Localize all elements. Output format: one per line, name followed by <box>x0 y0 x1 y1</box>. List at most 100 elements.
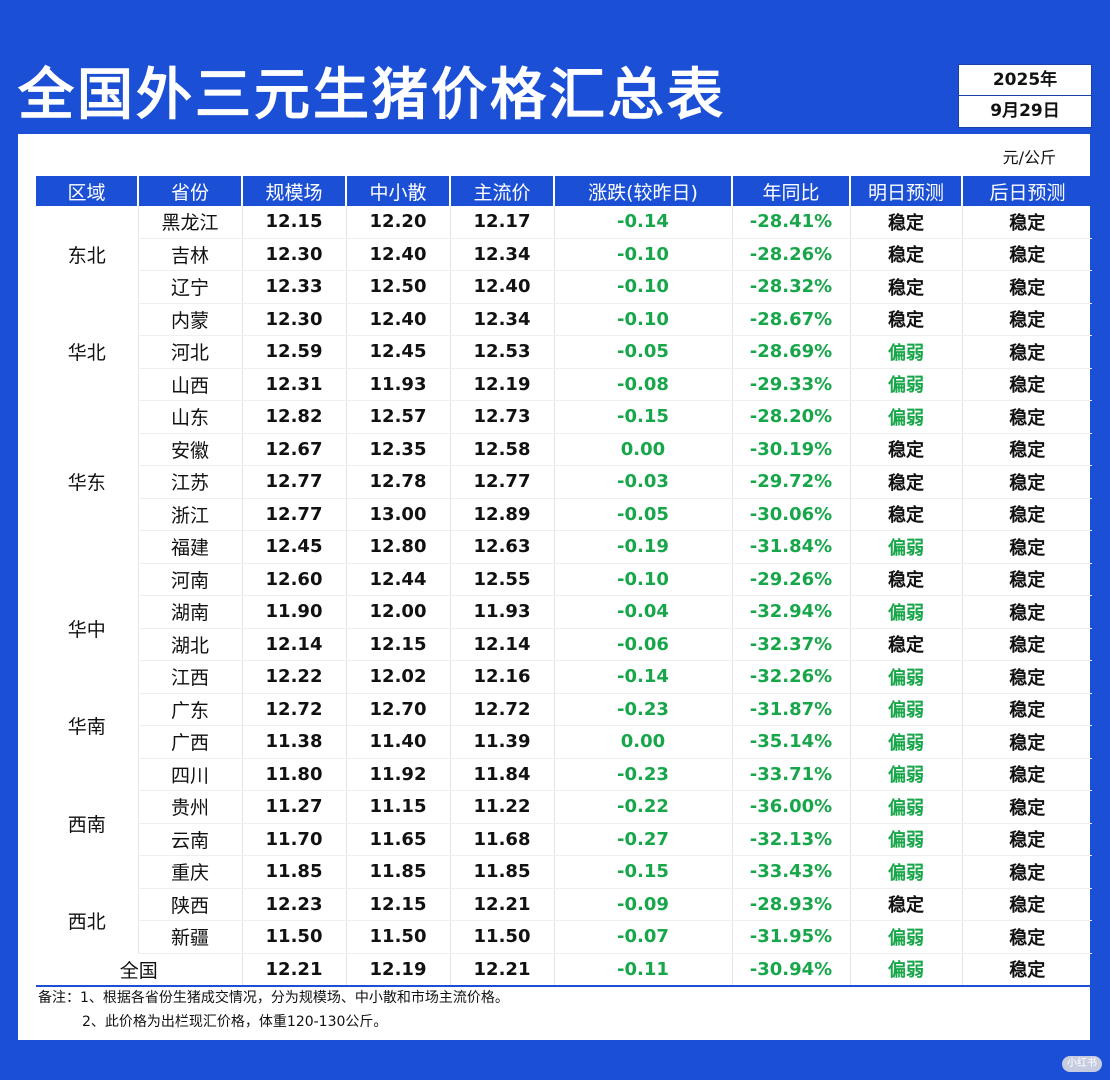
yoy-cell: -32.94% <box>731 595 850 629</box>
yoy-cell: -33.43% <box>731 855 850 889</box>
after-cell: 稳定 <box>961 725 1092 759</box>
tomorrow-cell: 偏弱 <box>849 855 962 889</box>
yoy-cell: -35.14% <box>731 725 850 759</box>
change-cell: -0.27 <box>553 823 732 856</box>
yoy-cell: -28.20% <box>731 400 850 434</box>
main-cell: 12.58 <box>449 433 554 466</box>
after-cell: 稳定 <box>961 563 1092 596</box>
page-title: 全国外三元生猪价格汇总表 <box>18 63 726 128</box>
small-cell: 11.40 <box>345 725 450 759</box>
col-header: 规模场 <box>241 176 346 206</box>
col-header: 主流价 <box>449 176 554 206</box>
national-change-cell: -0.11 <box>553 953 732 987</box>
change-cell: -0.14 <box>553 206 732 239</box>
small-cell: 12.15 <box>345 628 450 661</box>
yoy-cell: -32.13% <box>731 823 850 856</box>
tomorrow-cell: 稳定 <box>849 628 962 661</box>
region-cell: 华中 <box>67 618 106 641</box>
after-cell: 稳定 <box>961 433 1092 466</box>
yoy-cell: -30.19% <box>731 433 850 466</box>
province-cell: 贵州 <box>137 790 242 824</box>
region-cell: 华东 <box>67 472 106 495</box>
after-cell: 稳定 <box>961 530 1092 564</box>
province-cell: 陕西 <box>137 888 242 921</box>
tomorrow-cell: 稳定 <box>849 563 962 596</box>
yoy-cell: -31.87% <box>731 693 850 726</box>
date-day: 9月29日 <box>959 95 1091 126</box>
main-cell: 11.68 <box>449 823 554 856</box>
province-cell: 山西 <box>137 368 242 401</box>
after-cell: 稳定 <box>961 465 1092 499</box>
after-cell: 稳定 <box>961 888 1092 921</box>
small-cell: 12.45 <box>345 335 450 369</box>
after-cell: 稳定 <box>961 693 1092 726</box>
table-row: 安徽 12.67 12.35 12.58 0.00 -30.19% 稳定 稳定 <box>36 433 1092 466</box>
yoy-cell: -30.06% <box>731 498 850 531</box>
province-cell: 湖南 <box>137 595 242 629</box>
province-cell: 浙江 <box>137 498 242 531</box>
small-cell: 12.02 <box>345 660 450 694</box>
province-cell: 安徽 <box>137 433 242 466</box>
yoy-cell: -33.71% <box>731 758 850 791</box>
main-cell: 12.77 <box>449 465 554 499</box>
province-cell: 河南 <box>137 563 242 596</box>
after-cell: 稳定 <box>961 238 1092 271</box>
col-header: 中小散 <box>345 176 450 206</box>
col-header: 年同比 <box>731 176 850 206</box>
change-cell: -0.10 <box>553 303 732 336</box>
yoy-cell: -28.67% <box>731 303 850 336</box>
small-cell: 12.35 <box>345 433 450 466</box>
scale-cell: 11.50 <box>241 920 346 954</box>
province-cell: 江西 <box>137 660 242 694</box>
region-cell: 西南 <box>67 813 106 836</box>
national-main-cell: 12.21 <box>449 953 554 987</box>
yoy-cell: -28.69% <box>731 335 850 369</box>
province-cell: 吉林 <box>137 238 242 271</box>
scale-cell: 12.14 <box>241 628 346 661</box>
price-table: 区域 省份 规模场 中小散 主流价 涨跌(较昨日) 年同比 明日预测 后日预测 … <box>36 176 1092 987</box>
small-cell: 12.00 <box>345 595 450 629</box>
change-cell: 0.00 <box>553 725 732 759</box>
table-body: 东北 黑龙江 12.15 12.20 12.17 -0.14 -28.41% 稳定 稳定 吉林 12… <box>36 206 1092 987</box>
province-cell: 内蒙 <box>137 303 242 336</box>
table-row: 河北 12.59 12.45 12.53 -0.05 -28.69% 偏弱 稳定 <box>36 335 1092 369</box>
tomorrow-cell: 稳定 <box>849 303 962 336</box>
tomorrow-cell: 偏弱 <box>849 530 962 564</box>
tomorrow-cell: 偏弱 <box>849 335 962 369</box>
main-cell: 11.93 <box>449 595 554 629</box>
small-cell: 11.92 <box>345 758 450 791</box>
main-cell: 12.63 <box>449 530 554 564</box>
after-cell: 稳定 <box>961 400 1092 434</box>
national-tomorrow-cell: 偏弱 <box>849 953 962 987</box>
scale-cell: 12.82 <box>241 400 346 434</box>
yoy-cell: -36.00% <box>731 790 850 824</box>
change-cell: -0.10 <box>553 238 732 271</box>
yoy-cell: -29.72% <box>731 465 850 499</box>
province-cell: 辽宁 <box>137 270 242 304</box>
scale-cell: 11.38 <box>241 725 346 759</box>
small-cell: 12.40 <box>345 303 450 336</box>
scale-cell: 12.15 <box>241 206 346 239</box>
scale-cell: 12.22 <box>241 660 346 694</box>
tomorrow-cell: 偏弱 <box>849 595 962 629</box>
scale-cell: 11.27 <box>241 790 346 824</box>
province-cell: 福建 <box>137 530 242 564</box>
province-cell: 重庆 <box>137 855 242 889</box>
after-cell: 稳定 <box>961 270 1092 304</box>
after-cell: 稳定 <box>961 790 1092 824</box>
col-header: 涨跌(较昨日) <box>553 176 732 206</box>
scale-cell: 12.45 <box>241 530 346 564</box>
table-row: 华东 山东 12.82 12.57 12.73 -0.15 -28.20% 偏弱 稳定 <box>36 400 1092 494</box>
change-cell: -0.22 <box>553 790 732 824</box>
small-cell: 12.50 <box>345 270 450 304</box>
small-cell: 12.15 <box>345 888 450 921</box>
small-cell: 11.50 <box>345 920 450 954</box>
table-row: 西南 四川 11.80 11.92 11.84 -0.23 -33.71% 偏弱 稳定 <box>36 758 1092 836</box>
small-cell: 11.65 <box>345 823 450 856</box>
table-row: 湖北 12.14 12.15 12.14 -0.06 -32.37% 稳定 稳定 <box>36 628 1092 661</box>
yoy-cell: -29.33% <box>731 368 850 401</box>
scale-cell: 12.59 <box>241 335 346 369</box>
tomorrow-cell: 偏弱 <box>849 660 962 694</box>
tomorrow-cell: 稳定 <box>849 498 962 531</box>
yoy-cell: -28.93% <box>731 888 850 921</box>
